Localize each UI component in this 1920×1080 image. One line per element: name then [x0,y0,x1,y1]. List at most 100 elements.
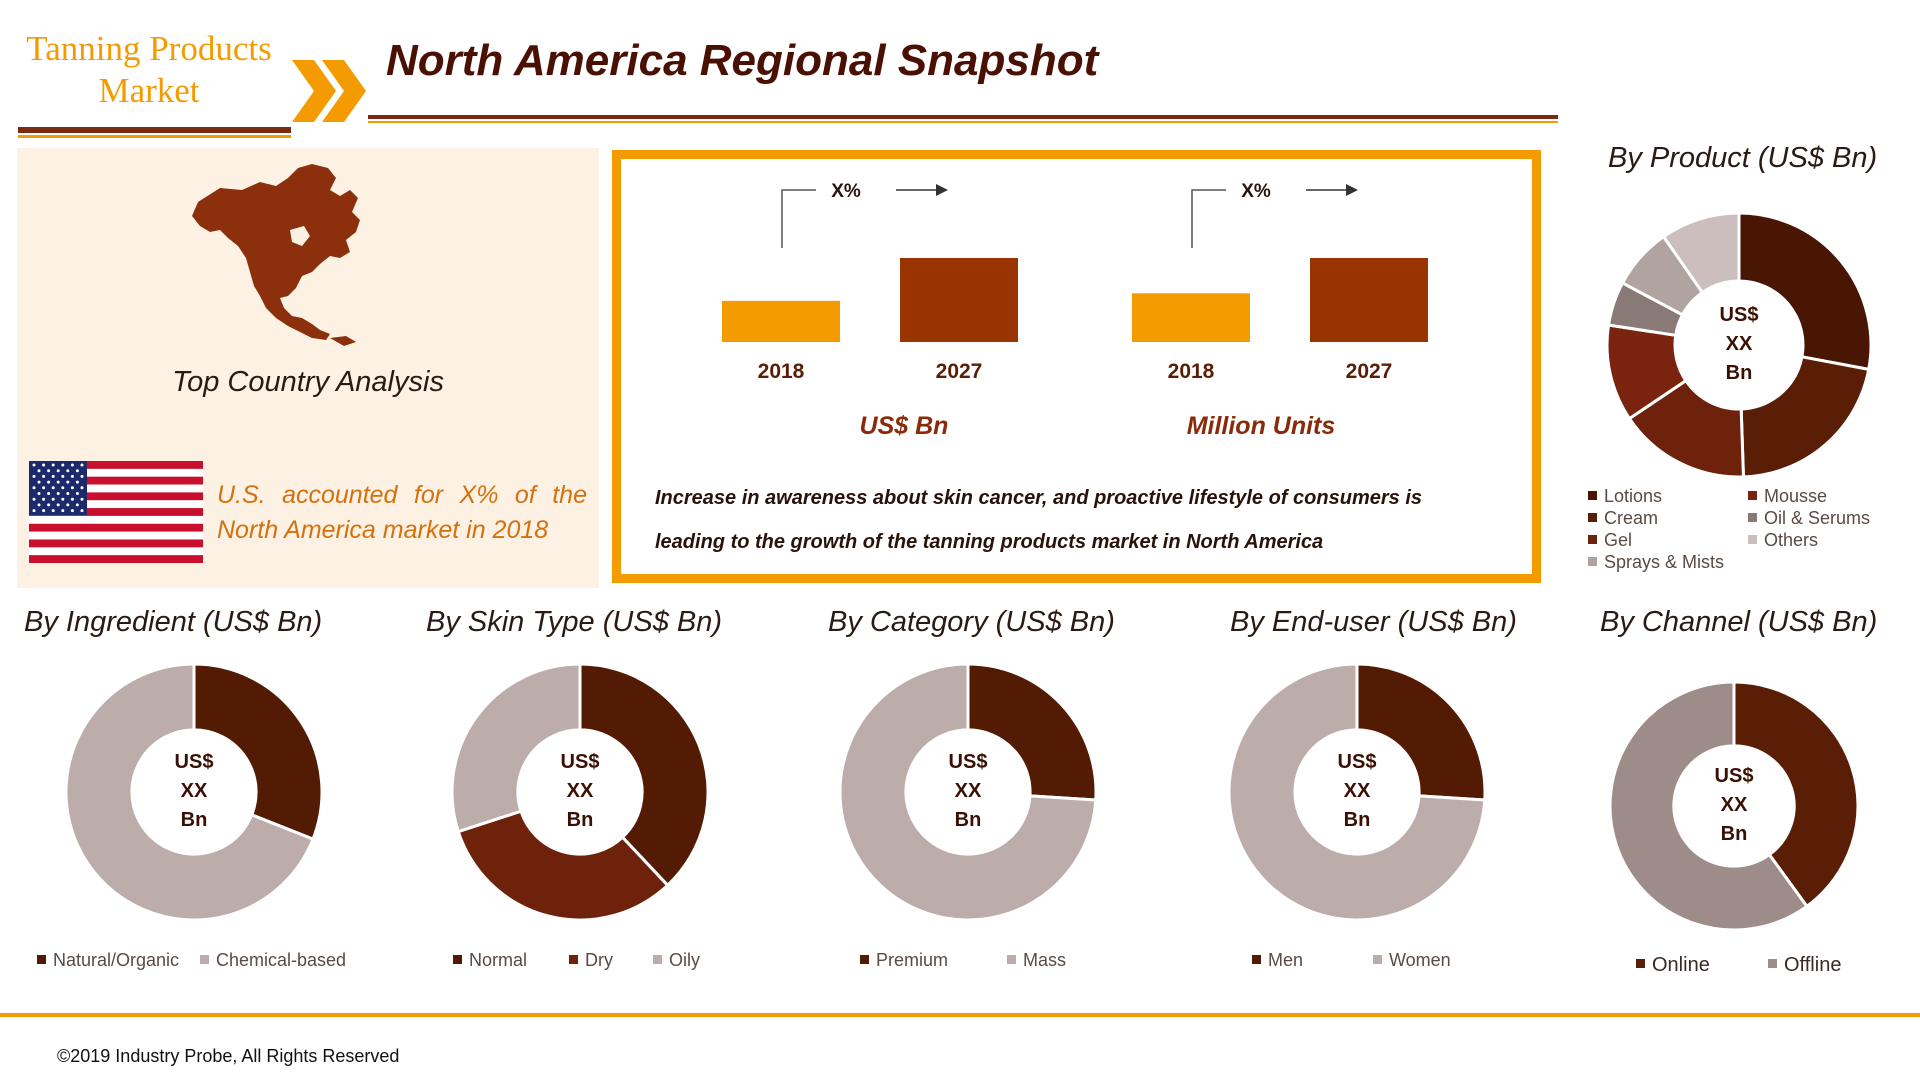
volume-category-label: 2018 [1168,360,1215,383]
copyright-text: ©2019 Industry Probe, All Rights Reserve… [57,1046,400,1066]
legend-swatch [1007,954,1016,964]
legend-swatch [1588,556,1597,566]
legend-item-oil-serums: Oil & Serums [1748,508,1870,529]
product-chart-title: By Product (US$ Bn) [1608,142,1878,174]
legend-label: Mousse [1764,486,1828,506]
donut-slice-women [1227,662,1487,922]
legend-label: Gel [1604,530,1633,550]
ingredient-center-label: US$ XX Bn [144,748,244,835]
volume-growth-arrow-icon [1191,189,1226,248]
legend-swatch [569,954,578,964]
center-label-line: US$ [1337,751,1377,773]
legend-swatch [200,954,209,964]
legend-swatch [453,954,462,964]
center-label-line: XX [566,780,594,802]
legend-label: Oily [669,950,700,970]
skin-type-donut-chart [450,662,710,922]
end-user-center-label: US$ XX Bn [1307,748,1407,835]
legend-swatch [1588,512,1597,522]
legend-label: Premium [876,950,949,970]
legend-item-cream: Cream [1588,508,1658,529]
legend-item-gel: Gel [1588,530,1632,551]
value-category-label: 2018 [758,360,805,383]
value-growth-chart: 2018 2027 X% [722,181,1018,383]
legend-swatch [1588,490,1597,500]
value-growth-arrow-icon [781,189,816,248]
value-bar-2018 [722,300,840,342]
legend-label: Chemical-based [216,950,347,970]
top-country-title: Top Country Analysis [172,366,444,398]
brand-underline-accent [18,135,291,138]
legend-swatch [1748,534,1757,544]
donut-slice-mass [838,662,1098,922]
legend-item-women: Women [1373,950,1451,971]
legend-item-dry: Dry [569,950,613,971]
donut-slice-online [1732,680,1860,909]
title-underline-accent [368,121,1558,123]
center-label-line: US$ [1719,304,1759,326]
donut-slice-cream [1739,355,1871,479]
legend-item-mass: Mass [1007,950,1066,971]
legend-label: Women [1389,950,1451,970]
legend-item-normal: Normal [453,950,527,971]
country-statement-line2: North America market in 2018 [217,516,549,544]
legend-label: Oil & Serums [1764,508,1871,528]
legend-item-oily: Oily [653,950,700,971]
growth-note-line2: leading to the growth of the tanning pro… [655,531,1324,553]
legend-label: Natural/Organic [53,950,180,970]
legend-item-sprays-mists: Sprays & Mists [1588,552,1724,573]
legend-swatch [37,954,46,964]
value-bar-2027 [900,258,1018,342]
volume-growth-chart: 2018 2027 X% [1132,181,1428,383]
donut-slice-premium [966,662,1098,802]
legend-label: Normal [469,950,528,970]
footer-divider [0,1013,1920,1017]
legend-item-men: Men [1252,950,1303,971]
page-title: North America Regional Snapshot [386,36,1099,85]
center-label-line: XX [1725,333,1753,355]
ingredient-donut-chart [64,662,324,922]
value-unit-label: US$ Bn [859,412,949,440]
center-label-line: XX [1720,794,1748,816]
channel-donut-chart [1608,680,1860,932]
north-america-map-icon [192,164,360,346]
legend-swatch [1748,512,1757,522]
donut-slice-oily [450,662,582,834]
growth-note-line1: Increase in awareness about skin cancer,… [655,487,1422,509]
legend-swatch [653,954,662,964]
channel-chart-title: By Channel (US$ Bn) [1600,606,1878,638]
volume-unit-label: Million Units [1186,412,1336,440]
legend-item-offline: Offline [1768,954,1841,977]
donut-slice-offline [1608,680,1809,932]
center-label-line: US$ [948,751,988,773]
legend-label: Others [1764,530,1819,550]
donut-slice-dry [456,809,670,922]
center-label-line: US$ [560,751,600,773]
legend-swatch [1748,490,1757,500]
legend-swatch [1588,534,1597,544]
donut-slice-chemical-based [64,662,315,922]
center-label-line: XX [1343,780,1371,802]
legend-swatch [860,954,869,964]
legend-label: Online [1652,954,1710,976]
center-label-line: Bn [954,809,982,831]
legend-swatch [1252,954,1261,964]
ingredient-chart-title: By Ingredient (US$ Bn) [24,606,323,638]
legend-label: Offline [1784,954,1842,976]
legend-item-natural-organic: Natural/Organic [37,950,179,971]
brand-title: Tanning Products Market [18,28,280,112]
center-label-line: Bn [1343,809,1371,831]
legend-item-premium: Premium [860,950,948,971]
title-underline [368,115,1558,119]
volume-category-label: 2027 [1346,360,1393,383]
end-user-chart-title: By End-user (US$ Bn) [1230,606,1517,638]
skin-type-center-label: US$ XX Bn [530,748,630,835]
donut-slice-normal [578,662,710,888]
legend-label: Cream [1604,508,1659,528]
center-label-line: US$ [1714,765,1754,787]
volume-bar-2018 [1132,293,1250,342]
center-label-line: Bn [180,809,208,831]
donut-slice-others [1661,211,1741,295]
market-growth-box [612,150,1541,583]
product-donut-chart [1605,211,1873,479]
